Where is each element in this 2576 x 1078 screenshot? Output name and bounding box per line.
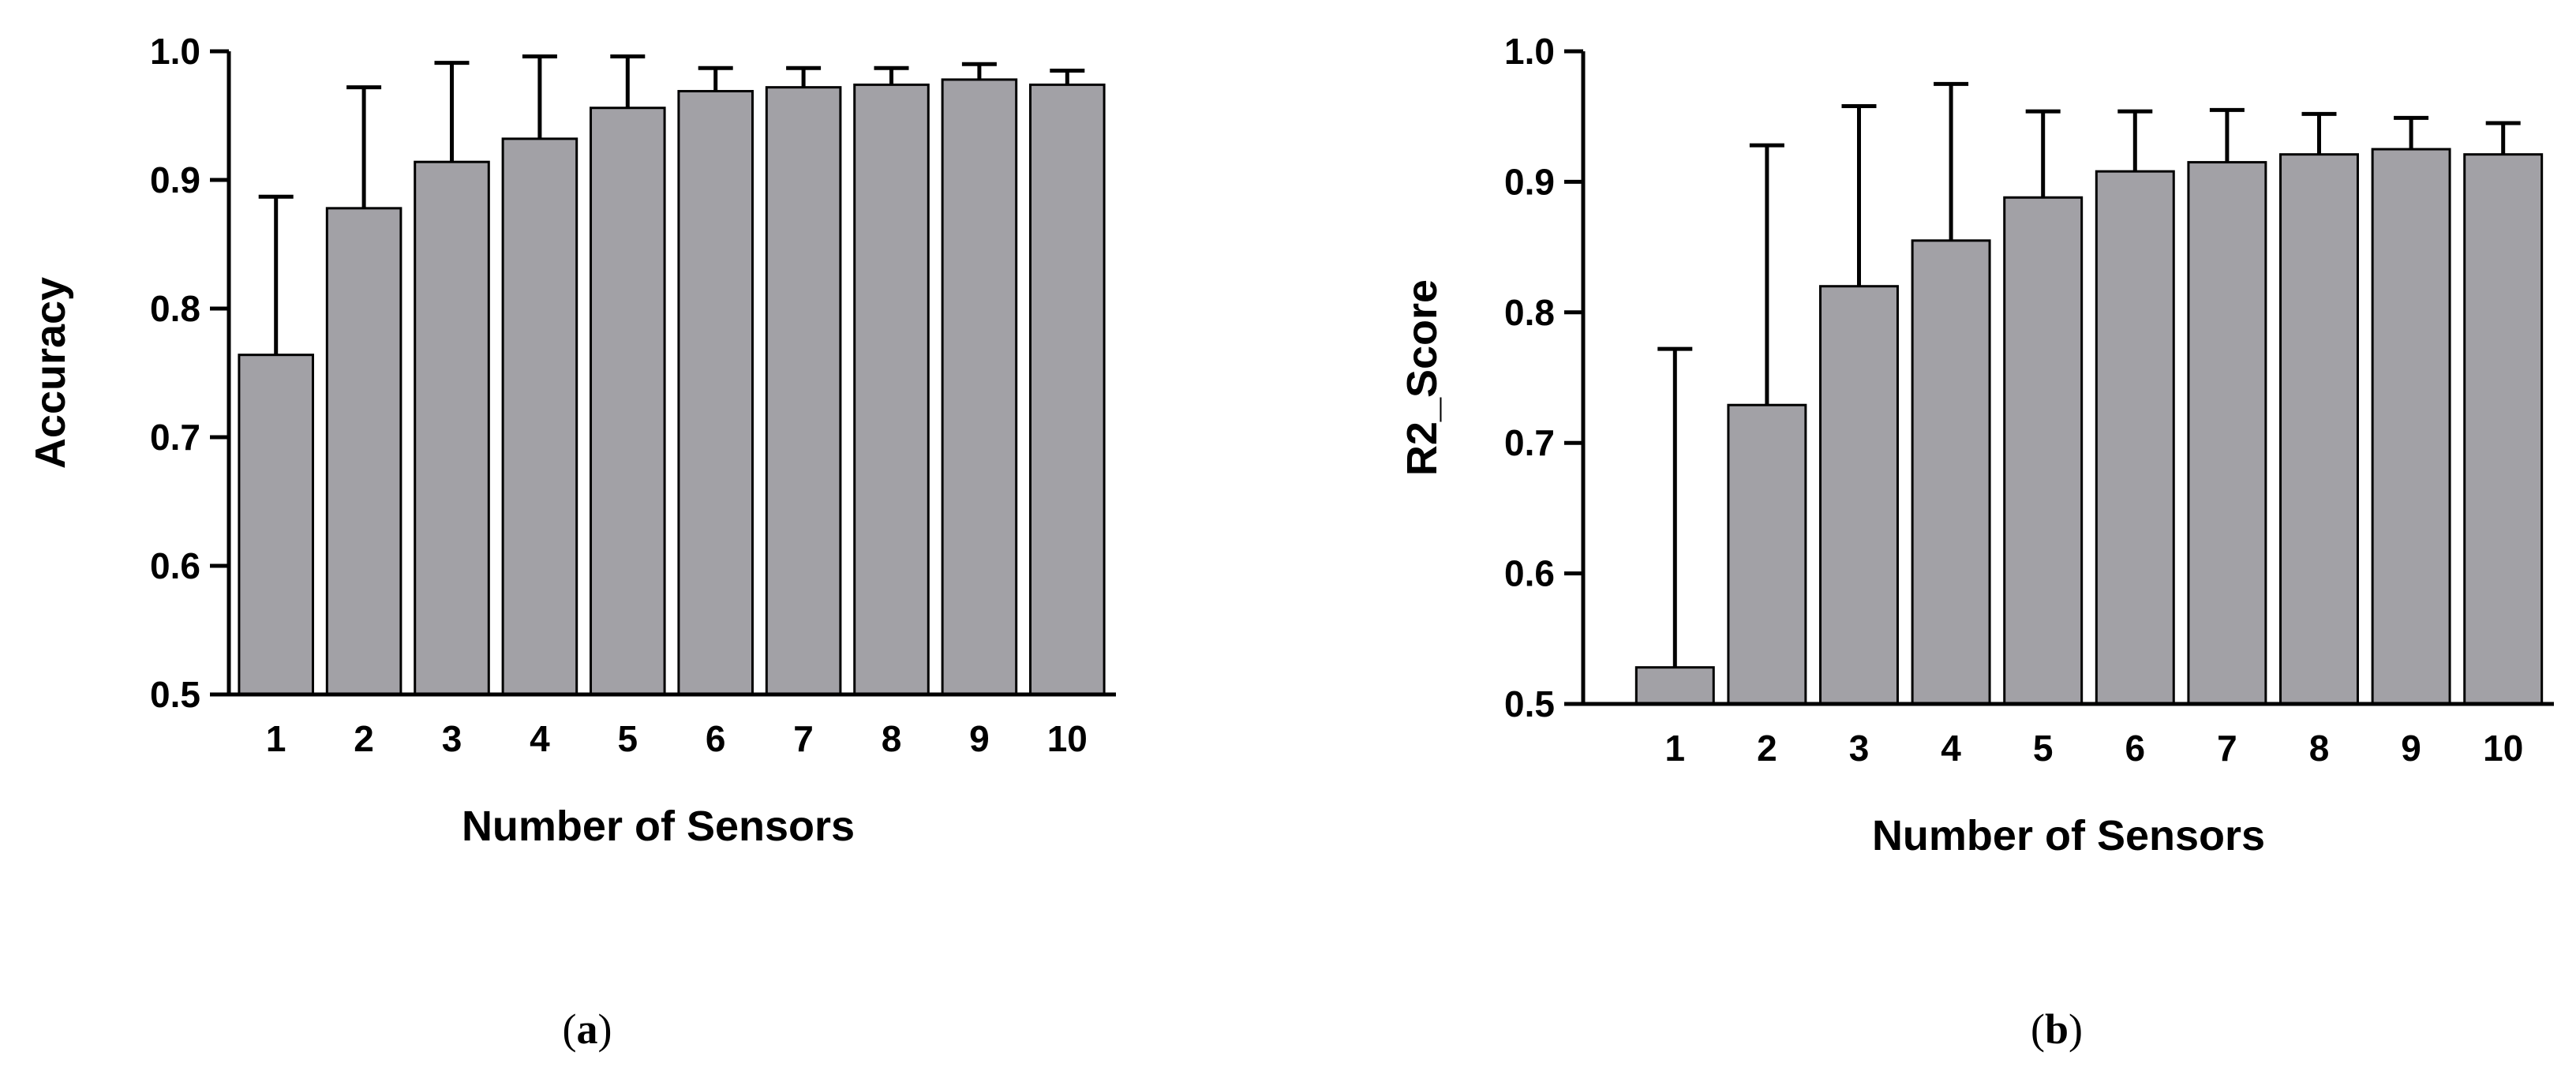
x-tick-label: 6: [2125, 728, 2146, 769]
y-axis-title: Accuracy: [27, 277, 74, 469]
y-tick-label: 0.9: [1504, 161, 1555, 202]
y-tick-label: 1.0: [1504, 31, 1555, 72]
x-tick-label: 4: [530, 718, 550, 759]
y-tick-label: 0.5: [1504, 683, 1555, 724]
y-tick-label: 0.5: [150, 674, 200, 715]
bar-a-5: [590, 107, 666, 696]
bar-b-10: [2463, 153, 2544, 706]
y-tick-label: 0.6: [150, 545, 200, 586]
y-tick-label: 1.0: [150, 31, 200, 72]
x-axis-title: Number of Sensors: [1872, 812, 2265, 859]
x-tick-label: 8: [882, 718, 902, 759]
chart-panel-b: 1 2 3 4 5 6 7 8 9 10 0.5 0.6 0.7 0.8 0.9 1.0 Number of S…: [1398, 31, 2554, 1053]
bar-a-2: [325, 207, 402, 696]
bar-b-8: [2279, 153, 2359, 706]
bar-b-5: [2003, 196, 2084, 706]
y-axis-title: R2_Score: [1398, 279, 1446, 476]
x-tick-label: 1: [266, 718, 286, 759]
bar-b-7: [2187, 161, 2267, 706]
x-tick-label: 7: [2217, 728, 2237, 769]
bar-a-1: [238, 354, 314, 696]
bar-a-9: [941, 78, 1018, 696]
bar-a-7: [765, 86, 842, 696]
x-tick-label: 9: [969, 718, 990, 759]
x-tick-label: 7: [793, 718, 814, 759]
x-tick-label: 2: [354, 718, 374, 759]
bar-b-6: [2095, 170, 2175, 706]
y-tick-label: 0.8: [150, 288, 200, 329]
x-tick-label: 4: [1941, 728, 1961, 769]
bar-b-4: [1911, 239, 1991, 706]
y-tick-label: 0.9: [150, 159, 200, 200]
x-tick-label: 3: [1849, 728, 1870, 769]
x-axis-title: Number of Sensors: [462, 803, 855, 850]
bar-b-9: [2371, 148, 2451, 706]
bar-a-10: [1029, 83, 1106, 696]
y-tick-label: 0.7: [1504, 422, 1555, 463]
bar-a-6: [677, 90, 754, 696]
y-tick-label: 0.8: [1504, 292, 1555, 333]
bar-a-4: [501, 137, 578, 696]
bar-a-8: [853, 83, 930, 696]
x-tick-label: 5: [2033, 728, 2054, 769]
chart-panel-a: 1 2 3 4 5 6 7 8 9 10 0.5 0.6 0.7 0.8 0.9 1.0 Number of S…: [27, 31, 1116, 1053]
x-tick-label: 1: [1665, 728, 1686, 769]
y-tick-label: 0.7: [150, 417, 200, 458]
x-tick-label: 6: [706, 718, 726, 759]
bar-a-3: [414, 160, 490, 696]
x-tick-label: 2: [1757, 728, 1777, 769]
x-tick-label: 5: [618, 718, 638, 759]
y-tick-label: 0.6: [1504, 553, 1555, 594]
bar-b-3: [1819, 285, 1899, 706]
panel-label: (b): [2031, 1005, 2083, 1053]
bar-b-2: [1727, 403, 1807, 706]
x-tick-label: 10: [1047, 718, 1088, 759]
x-tick-label: 3: [442, 718, 462, 759]
panel-label: (a): [563, 1005, 612, 1053]
x-tick-label: 10: [2483, 728, 2523, 769]
x-tick-label: 9: [2401, 728, 2421, 769]
bar-b-1: [1634, 666, 1715, 706]
x-tick-label: 8: [2309, 728, 2330, 769]
